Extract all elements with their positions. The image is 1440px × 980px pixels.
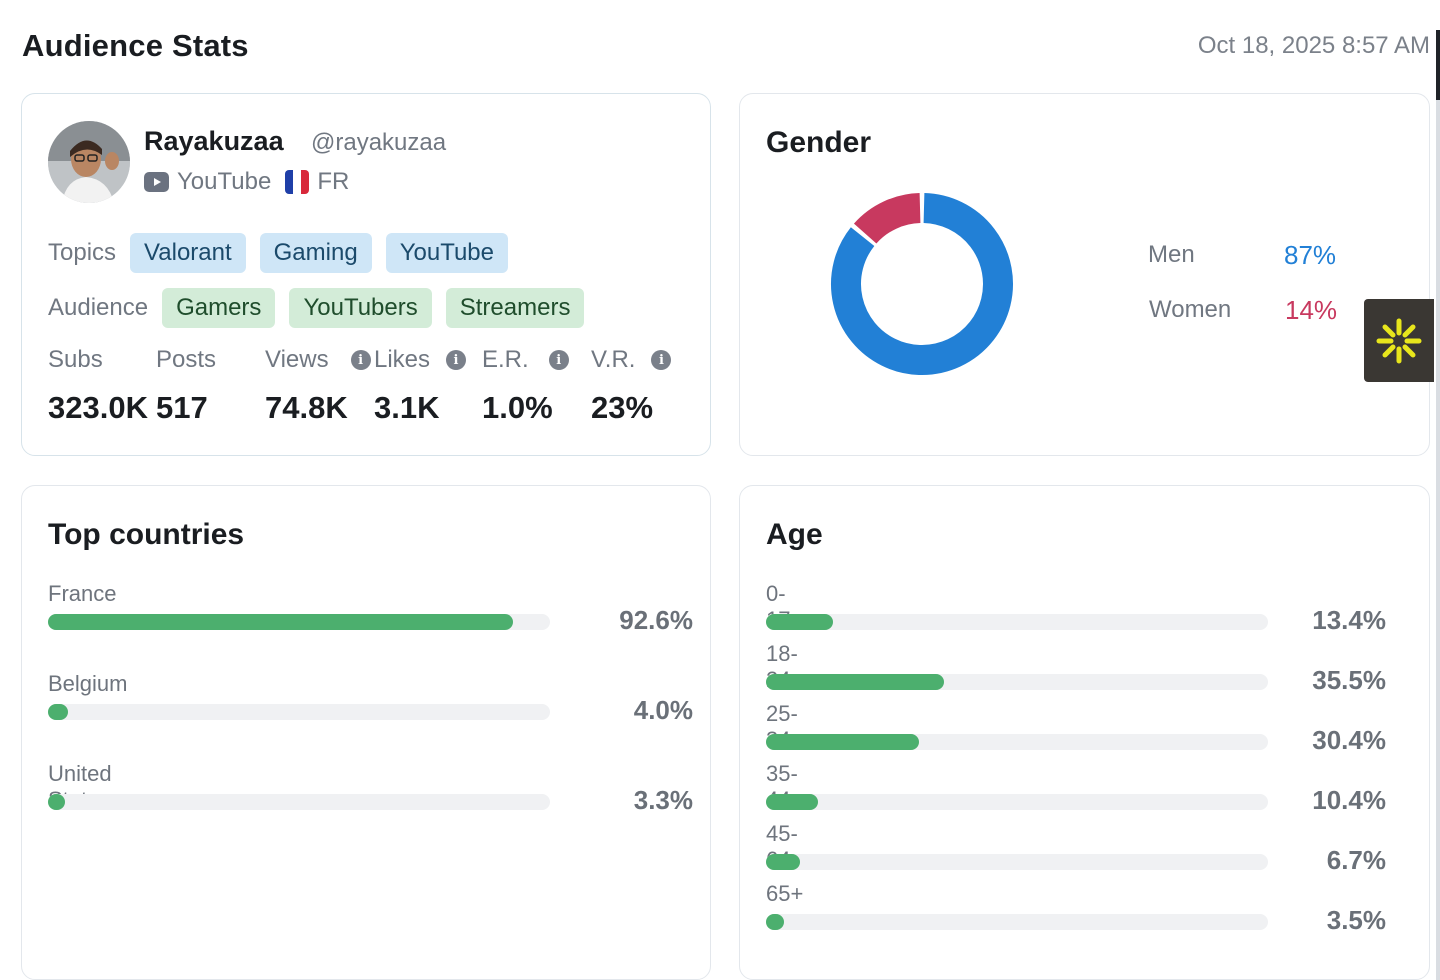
topics-label: Topics: [48, 239, 117, 266]
bar-track: [766, 854, 1268, 870]
bar-fill: [766, 794, 819, 810]
stat-value-likes: 3.1K: [374, 390, 440, 425]
stat-value-views: 74.8K: [265, 390, 348, 425]
topic-tag[interactable]: YouTube: [385, 233, 508, 273]
stat-value-posts: 517: [156, 390, 208, 425]
youtube-icon: [144, 172, 169, 192]
assistant-widget-button[interactable]: [1364, 299, 1434, 382]
gender-label-men: Men: [1148, 241, 1195, 268]
bar-value: 35.5%: [1312, 665, 1386, 695]
asterisk-spark-icon: [1376, 318, 1422, 363]
topics-row: Topics Valorant Gaming YouTube: [48, 233, 522, 273]
page-scrollbar-thumb[interactable]: [1436, 30, 1440, 100]
profile-name[interactable]: Rayakuzaa: [144, 126, 284, 156]
audience-label: Audience: [48, 294, 149, 321]
bar-track: [766, 734, 1268, 750]
gender-card: Gender Men 87% Women 14%: [739, 93, 1430, 456]
platform-name: YouTube: [177, 168, 272, 195]
bar-value: 3.3%: [633, 785, 693, 815]
bar-value: 30.4%: [1312, 725, 1386, 755]
gender-label-women: Women: [1149, 296, 1232, 323]
audience-tag[interactable]: Streamers: [445, 288, 585, 328]
bar-value: 13.4%: [1312, 605, 1386, 635]
bar-fill: [766, 914, 784, 930]
top-countries-card: Top countries France 92.6% Belgium 4.0% Unit…: [21, 485, 711, 980]
stat-value-er: 1.0%: [482, 390, 553, 425]
bar-value: 10.4%: [1312, 785, 1386, 815]
topic-tag[interactable]: Valorant: [130, 233, 246, 273]
bar-fill: [766, 674, 945, 690]
bar-fill: [766, 734, 919, 750]
stat-label-subs: Subs: [48, 346, 103, 373]
bar-label: Belgium: [48, 671, 128, 696]
user-avatar-icon: [48, 121, 130, 203]
profile-handle[interactable]: @rayakuzaa: [311, 129, 447, 156]
bar-label: France: [48, 581, 117, 606]
stat-label-likes: Likes i: [374, 346, 467, 374]
stat-label-views: Views i: [265, 346, 371, 374]
gender-title: Gender: [766, 126, 872, 159]
age-card: Age 0-1713.4%18-2435.5%25-3430.4%35-4410…: [739, 485, 1430, 980]
bar-value: 6.7%: [1326, 845, 1386, 875]
info-icon[interactable]: i: [350, 350, 371, 370]
age-title: Age: [766, 518, 823, 551]
country-code: FR: [317, 168, 350, 195]
donut-slice-women[interactable]: [853, 193, 922, 244]
bar-track: [766, 914, 1268, 930]
donut-slice-men[interactable]: [831, 193, 1013, 375]
bar-fill: [48, 614, 513, 630]
info-icon[interactable]: i: [548, 350, 569, 370]
bar-track: [48, 614, 550, 630]
bar-track: [766, 674, 1268, 690]
countries-title: Top countries: [48, 518, 245, 551]
stat-label-vr: V.R. i: [591, 346, 672, 374]
stat-value-subs: 323.0K: [48, 390, 148, 425]
gender-pct-women: 14%: [1285, 295, 1338, 325]
topic-tag[interactable]: Gaming: [259, 233, 372, 273]
bar-track: [766, 794, 1268, 810]
info-icon[interactable]: i: [446, 350, 467, 370]
profile-card: Rayakuzaa @rayakuzaa YouTube FR Topics V…: [21, 93, 711, 456]
bar-track: [48, 704, 550, 720]
info-icon[interactable]: i: [651, 350, 672, 370]
page-title: Audience Stats: [22, 28, 249, 63]
avatar[interactable]: [48, 121, 130, 203]
stat-label-posts: Posts: [156, 346, 217, 373]
bar-fill: [766, 614, 834, 630]
bar-fill: [48, 704, 69, 720]
bar-value: 92.6%: [619, 605, 693, 635]
page-scrollbar-track[interactable]: [1436, 30, 1440, 980]
france-flag-icon: [285, 170, 310, 194]
bar-fill: [48, 794, 65, 810]
bar-track: [766, 614, 1268, 630]
bar-value: 3.5%: [1326, 905, 1386, 935]
bar-fill: [766, 854, 800, 870]
stat-label-er: E.R. i: [482, 346, 569, 374]
timestamp: Oct 18, 2025 8:57 AM: [1197, 32, 1430, 59]
platform-row: YouTube FR: [144, 168, 349, 196]
audience-tag[interactable]: YouTubers: [289, 288, 432, 328]
gender-pct-men: 87%: [1284, 240, 1337, 270]
audience-row: Audience Gamers YouTubers Streamers: [48, 288, 598, 328]
gender-donut-chart: [831, 193, 1013, 375]
bar-label: 65+: [766, 881, 804, 906]
stat-value-vr: 23%: [591, 390, 654, 425]
bar-track: [48, 794, 550, 810]
bar-value: 4.0%: [633, 695, 693, 725]
audience-tag[interactable]: Gamers: [162, 288, 276, 328]
